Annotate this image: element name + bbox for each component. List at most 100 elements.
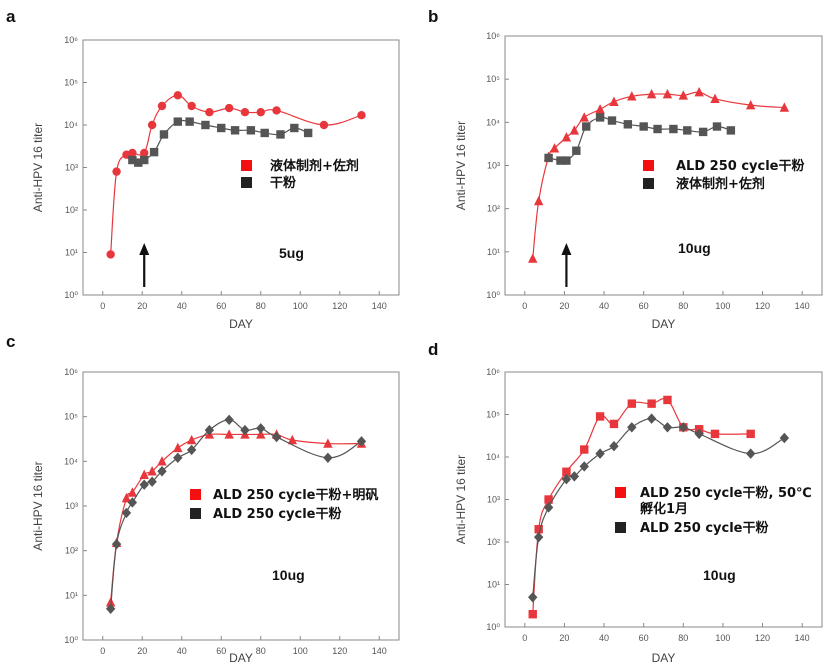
data-point xyxy=(134,158,143,167)
data-point xyxy=(319,120,329,130)
y-tick-label: 10⁵ xyxy=(64,78,78,88)
data-point xyxy=(562,156,571,165)
data-point xyxy=(224,414,234,426)
x-tick-label: 100 xyxy=(293,301,308,311)
data-point xyxy=(256,108,265,117)
data-point xyxy=(609,419,619,429)
x-tick-label: 20 xyxy=(559,633,569,643)
x-axis-title: DAY xyxy=(652,317,676,331)
data-point xyxy=(745,448,756,459)
data-point xyxy=(240,424,250,436)
series-line-1 xyxy=(532,91,785,259)
data-point xyxy=(357,111,366,120)
data-point xyxy=(595,113,605,122)
data-point xyxy=(544,495,553,504)
x-tick-label: 0 xyxy=(522,301,527,311)
booster-arrow-head xyxy=(139,243,150,255)
data-point xyxy=(745,99,756,110)
x-tick-label: 60 xyxy=(639,301,649,311)
x-tick-label: 40 xyxy=(177,301,187,311)
data-point xyxy=(276,130,285,139)
x-tick-label: 140 xyxy=(372,301,387,311)
data-point xyxy=(224,103,234,113)
y-tick-label: 10³ xyxy=(65,163,78,173)
data-point xyxy=(627,91,637,101)
y-tick-label: 10⁵ xyxy=(486,74,500,84)
data-point xyxy=(147,466,157,476)
y-tick-label: 10² xyxy=(487,204,500,214)
data-point xyxy=(128,155,137,165)
data-point xyxy=(121,492,132,503)
data-point xyxy=(224,429,234,439)
y-tick-label: 10³ xyxy=(487,495,500,505)
data-point xyxy=(272,106,281,115)
x-tick-label: 100 xyxy=(715,633,730,643)
data-point xyxy=(556,156,565,165)
x-axis-title: DAY xyxy=(652,651,676,665)
y-tick-label: 10² xyxy=(65,205,78,215)
legend-swatch xyxy=(190,489,201,500)
panel-letter: a xyxy=(6,7,16,26)
data-point xyxy=(127,497,138,508)
data-point xyxy=(694,86,704,97)
y-tick-label: 10⁵ xyxy=(64,412,78,422)
x-tick-label: 80 xyxy=(678,301,688,311)
data-point xyxy=(653,124,662,134)
data-point xyxy=(534,525,543,534)
data-point xyxy=(127,487,138,497)
x-tick-label: 20 xyxy=(137,646,147,656)
data-point xyxy=(533,531,544,543)
booster-arrow-head xyxy=(561,243,572,255)
data-point xyxy=(528,610,537,619)
data-point xyxy=(609,96,619,106)
data-point xyxy=(230,126,240,135)
data-point xyxy=(579,112,589,122)
data-point xyxy=(663,395,672,405)
data-point xyxy=(106,250,115,259)
data-point xyxy=(595,412,605,421)
data-point xyxy=(627,399,636,408)
series-line-1 xyxy=(110,94,362,255)
panel-d: 0 20 40 60 80 100 120 140 10⁰ 10¹ 10² 10³ 10⁴ 10⁵ 10⁶ D… xyxy=(428,340,823,665)
data-point xyxy=(157,466,167,477)
y-tick-label: 10⁰ xyxy=(64,290,78,300)
y-tick-label: 10⁶ xyxy=(486,31,500,41)
data-point xyxy=(712,122,722,131)
data-point xyxy=(579,461,589,472)
data-point xyxy=(528,592,538,603)
legend-label: ALD 250 cycle干粉 xyxy=(640,520,768,536)
data-point xyxy=(779,102,790,112)
y-tick-label: 10¹ xyxy=(65,248,78,258)
x-tick-label: 120 xyxy=(332,646,347,656)
panel-b: 0 20 40 60 80 100 120 140 10⁰ 10¹ 10² 10³ 10⁴ 10⁵ 10⁶ D… xyxy=(428,7,823,331)
data-point xyxy=(544,153,553,163)
y-tick-label: 10² xyxy=(487,537,500,547)
y-axis-title: Anti-HPV 16 titer xyxy=(31,461,45,550)
y-tick-label: 10⁴ xyxy=(486,452,500,462)
x-tick-label: 0 xyxy=(100,301,105,311)
data-point xyxy=(173,91,182,100)
dose-annotation: 5ug xyxy=(279,245,304,261)
data-point xyxy=(623,120,633,129)
x-tick-label: 60 xyxy=(216,646,226,656)
data-point xyxy=(639,122,648,131)
data-point xyxy=(139,479,149,490)
x-tick-label: 60 xyxy=(216,301,226,311)
x-tick-label: 140 xyxy=(372,646,387,656)
data-point xyxy=(140,148,149,158)
data-point xyxy=(271,431,282,443)
x-tick-label: 60 xyxy=(639,633,649,643)
data-point xyxy=(186,434,197,445)
data-point xyxy=(139,469,149,479)
data-point xyxy=(147,120,157,130)
data-point xyxy=(111,538,122,550)
y-tick-label: 10³ xyxy=(487,161,500,171)
legend-swatch xyxy=(615,487,626,498)
data-point xyxy=(323,452,333,463)
y-tick-label: 10² xyxy=(65,546,78,556)
data-point xyxy=(562,467,571,476)
x-tick-label: 120 xyxy=(332,301,347,311)
data-point xyxy=(549,143,560,153)
